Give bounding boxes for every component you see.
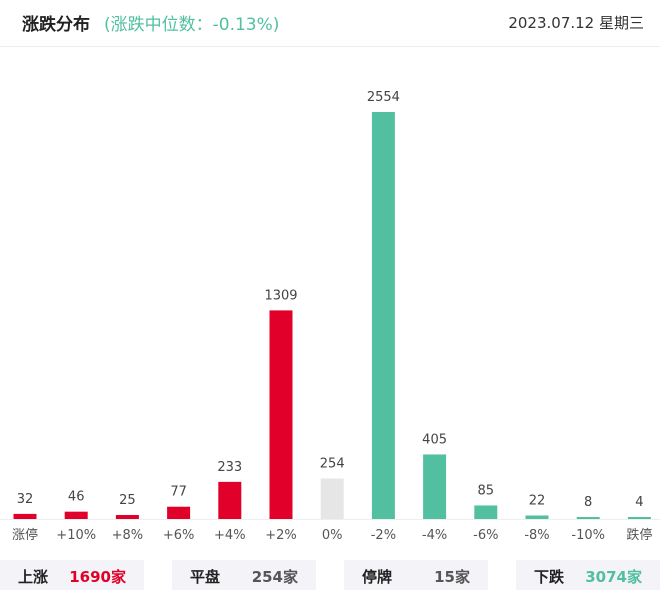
median-change-text: (涨跌中位数：-0.13%) bbox=[104, 15, 280, 35]
bar-value-label: 22 bbox=[529, 493, 546, 508]
bar-value-label: 85 bbox=[478, 483, 495, 498]
x-tick-label: +6% bbox=[163, 528, 195, 543]
x-tick-label: 涨停 bbox=[12, 527, 38, 543]
summary-card-down[interactable]: 下跌 3074家 bbox=[516, 560, 660, 590]
bar[interactable] bbox=[115, 515, 139, 519]
bar-value-label: 2554 bbox=[367, 90, 400, 105]
bar[interactable] bbox=[218, 481, 242, 519]
date-label: 2023.07.12 星期三 bbox=[508, 14, 644, 32]
x-tick-label: +4% bbox=[214, 528, 246, 543]
bar-value-label: 25 bbox=[119, 493, 136, 508]
bar[interactable] bbox=[13, 513, 37, 519]
bar-value-label: 4 bbox=[635, 495, 643, 510]
bar[interactable] bbox=[320, 478, 344, 519]
x-tick-label: -2% bbox=[371, 528, 396, 543]
x-tick-label: +2% bbox=[265, 528, 297, 543]
summary-card-suspended[interactable]: 停牌 15家 bbox=[344, 560, 488, 590]
bar-value-label: 77 bbox=[170, 485, 187, 500]
bar-value-label: 405 bbox=[422, 432, 447, 447]
summary-bar: 上涨 1690家 平盘 254家 停牌 15家 下跌 3074家 bbox=[0, 556, 660, 594]
summary-value-up: 1690家 bbox=[69, 568, 126, 586]
bar[interactable] bbox=[525, 515, 549, 519]
x-tick-label: -4% bbox=[422, 528, 447, 543]
summary-card-up[interactable]: 上涨 1690家 bbox=[0, 560, 144, 590]
summary-card-flat[interactable]: 平盘 254家 bbox=[172, 560, 316, 590]
bar-value-label: 1309 bbox=[264, 288, 297, 303]
x-tick-label: 0% bbox=[322, 528, 343, 543]
x-tick-label: -8% bbox=[524, 528, 549, 543]
bar-value-label: 32 bbox=[17, 492, 34, 507]
summary-label-suspended: 停牌 bbox=[362, 568, 393, 586]
bar-value-label: 233 bbox=[217, 460, 242, 475]
bar[interactable] bbox=[64, 511, 88, 519]
bar-value-label: 8 bbox=[584, 495, 592, 510]
summary-value-down: 3074家 bbox=[585, 568, 642, 586]
summary-label-flat: 平盘 bbox=[190, 568, 221, 586]
x-tick-label: -6% bbox=[473, 528, 498, 543]
bar[interactable] bbox=[269, 310, 293, 519]
bar[interactable] bbox=[167, 506, 191, 519]
bar[interactable] bbox=[423, 454, 447, 519]
bar[interactable] bbox=[576, 517, 600, 519]
bar[interactable] bbox=[474, 505, 498, 519]
bar[interactable] bbox=[371, 112, 395, 519]
header: 涨跌分布 (涨跌中位数：-0.13%) 2023.07.12 星期三 bbox=[0, 0, 660, 47]
distribution-bar-chart: 32 涨停 46 +10% 25 +8% 77 +6% 233 +4% 1309 +2% 254 0% 25… bbox=[0, 90, 660, 543]
page-title: 涨跌分布 bbox=[22, 15, 90, 35]
summary-label-up: 上涨 bbox=[18, 568, 49, 586]
summary-value-flat: 254家 bbox=[251, 568, 298, 586]
x-tick-label: -10% bbox=[571, 528, 605, 543]
x-tick-label: +10% bbox=[56, 528, 96, 543]
summary-value-suspended: 15家 bbox=[434, 568, 470, 586]
bar-value-label: 46 bbox=[68, 490, 85, 505]
bar[interactable] bbox=[627, 517, 651, 519]
summary-label-down: 下跌 bbox=[534, 568, 565, 586]
bar-value-label: 254 bbox=[320, 457, 345, 472]
x-tick-label: 跌停 bbox=[626, 527, 652, 543]
x-tick-label: +8% bbox=[112, 528, 144, 543]
